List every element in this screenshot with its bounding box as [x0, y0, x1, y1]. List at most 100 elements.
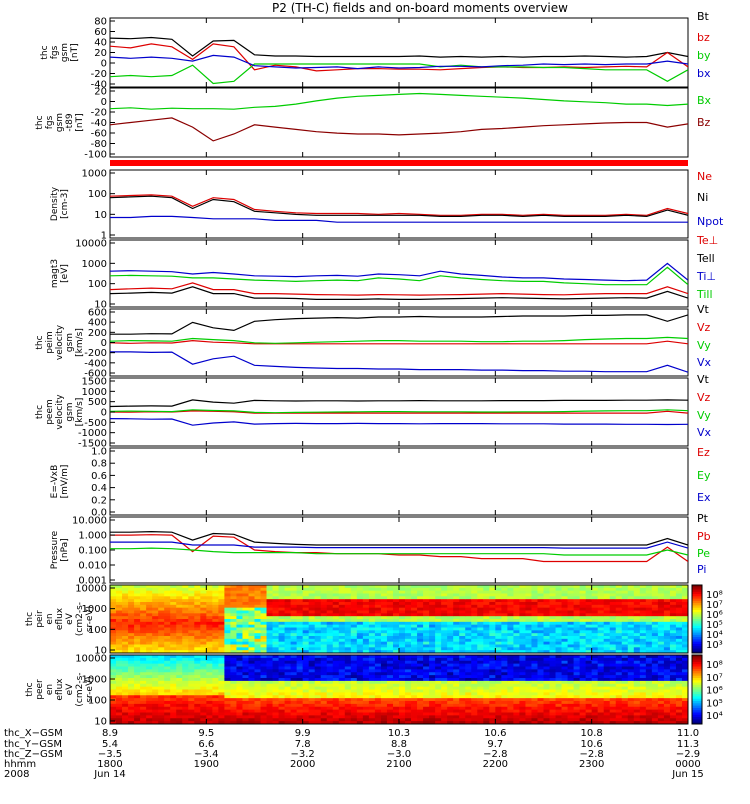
- heatmap-cell: [158, 690, 164, 693]
- heatmap-cell: [423, 690, 429, 693]
- heatmap-cell: [140, 710, 146, 713]
- heatmap-cell: [236, 591, 242, 594]
- heatmap-cell: [363, 619, 369, 622]
- heatmap-cell: [128, 707, 134, 710]
- heatmap-cell: [309, 622, 315, 625]
- heatmap-cell: [658, 588, 664, 591]
- heatmap-cell: [562, 707, 568, 710]
- heatmap-cell: [435, 611, 441, 614]
- heatmap-cell: [634, 707, 640, 710]
- heatmap-cell: [580, 645, 586, 648]
- heatmap-cell: [477, 596, 483, 599]
- heatmap-cell: [658, 633, 664, 636]
- heatmap-cell: [465, 664, 471, 667]
- heatmap-cell: [531, 625, 537, 628]
- heatmap-cell: [291, 710, 297, 713]
- heatmap-cell: [441, 625, 447, 628]
- heatmap-cell: [309, 678, 315, 681]
- heatmap-cell: [357, 636, 363, 639]
- heatmap-cell: [495, 658, 501, 661]
- heatmap-cell: [182, 669, 188, 672]
- heatmap-cell: [393, 596, 399, 599]
- heatmap-cell: [267, 658, 273, 661]
- heatmap-cell: [423, 704, 429, 707]
- heatmap-cell: [176, 622, 182, 625]
- heatmap-cell: [393, 630, 399, 633]
- heatmap-cell: [188, 616, 194, 619]
- heatmap-cell: [122, 630, 128, 633]
- heatmap-cell: [218, 619, 224, 622]
- heatmap-cell: [375, 602, 381, 605]
- heatmap-cell: [556, 625, 562, 628]
- heatmap-cell: [634, 710, 640, 713]
- heatmap-cell: [116, 594, 122, 597]
- heatmap-cell: [507, 687, 513, 690]
- heatmap-cell: [248, 701, 254, 704]
- heatmap-cell: [279, 710, 285, 713]
- heatmap-cell: [429, 605, 435, 608]
- heatmap-cell: [550, 602, 556, 605]
- heatmap-cell: [495, 710, 501, 713]
- heatmap-cell: [345, 669, 351, 672]
- heatmap-cell: [152, 695, 158, 698]
- heatmap-cell: [531, 611, 537, 614]
- heatmap-cell: [170, 591, 176, 594]
- heatmap-cell: [182, 633, 188, 636]
- heatmap-cell: [435, 605, 441, 608]
- heatmap-cell: [598, 596, 604, 599]
- heatmap-cell: [146, 611, 152, 614]
- heatmap-cell: [182, 588, 188, 591]
- heatmap-cell: [176, 642, 182, 645]
- heatmap-cell: [634, 628, 640, 631]
- heatmap-cell: [122, 672, 128, 675]
- heatmap-cell: [664, 690, 670, 693]
- heatmap-cell: [255, 661, 261, 664]
- heatmap-cell: [537, 636, 543, 639]
- heatmap-cell: [459, 628, 465, 631]
- heatmap-cell: [357, 588, 363, 591]
- heatmap-cell: [525, 684, 531, 687]
- heatmap-cell: [224, 713, 230, 716]
- heatmap-cell: [646, 698, 652, 701]
- heatmap-cell: [459, 707, 465, 710]
- heatmap-cell: [411, 681, 417, 684]
- heatmap-cell: [604, 602, 610, 605]
- heatmap-cell: [285, 661, 291, 664]
- heatmap-cell: [531, 684, 537, 687]
- heatmap-cell: [393, 594, 399, 597]
- heatmap-cell: [550, 718, 556, 721]
- heatmap-cell: [357, 690, 363, 693]
- heatmap-cell: [465, 710, 471, 713]
- heatmap-cell: [646, 622, 652, 625]
- heatmap-cell: [224, 619, 230, 622]
- heatmap-cell: [200, 718, 206, 721]
- heatmap-cell: [646, 625, 652, 628]
- legend-Vt: Vt: [697, 373, 710, 386]
- heatmap-cell: [194, 701, 200, 704]
- heatmap-cell: [273, 642, 279, 645]
- heatmap-cell: [537, 658, 543, 661]
- heatmap-cell: [236, 602, 242, 605]
- heatmap-cell: [537, 619, 543, 622]
- heatmap-cell: [194, 678, 200, 681]
- heatmap-cell: [477, 710, 483, 713]
- heatmap-cell: [640, 690, 646, 693]
- heatmap-cell: [586, 684, 592, 687]
- heatmap-cell: [465, 715, 471, 718]
- heatmap-cell: [411, 715, 417, 718]
- heatmap-cell: [435, 625, 441, 628]
- heatmap-cell: [170, 599, 176, 602]
- heatmap-cell: [152, 594, 158, 597]
- heatmap-cell: [291, 602, 297, 605]
- heatmap-cell: [273, 684, 279, 687]
- heatmap-cell: [164, 710, 170, 713]
- heatmap-cell: [531, 608, 537, 611]
- heatmap-cell: [628, 647, 634, 650]
- heatmap-cell: [447, 684, 453, 687]
- heatmap-cell: [640, 596, 646, 599]
- heatmap-cell: [525, 588, 531, 591]
- heatmap-cell: [459, 698, 465, 701]
- heatmap-cell: [170, 661, 176, 664]
- heatmap-cell: [285, 619, 291, 622]
- heatmap-cell: [652, 684, 658, 687]
